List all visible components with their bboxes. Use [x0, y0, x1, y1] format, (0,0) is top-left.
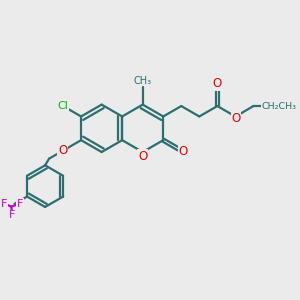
Text: F: F — [9, 210, 15, 220]
Text: O: O — [138, 150, 147, 163]
Text: F: F — [1, 199, 7, 209]
Text: F: F — [17, 199, 23, 209]
Text: O: O — [232, 112, 241, 125]
Text: Cl: Cl — [58, 101, 68, 111]
Text: O: O — [213, 77, 222, 90]
Text: O: O — [179, 145, 188, 158]
Text: O: O — [58, 144, 67, 158]
Text: CH₃: CH₃ — [134, 76, 152, 86]
Text: CH₂CH₃: CH₂CH₃ — [262, 101, 297, 110]
